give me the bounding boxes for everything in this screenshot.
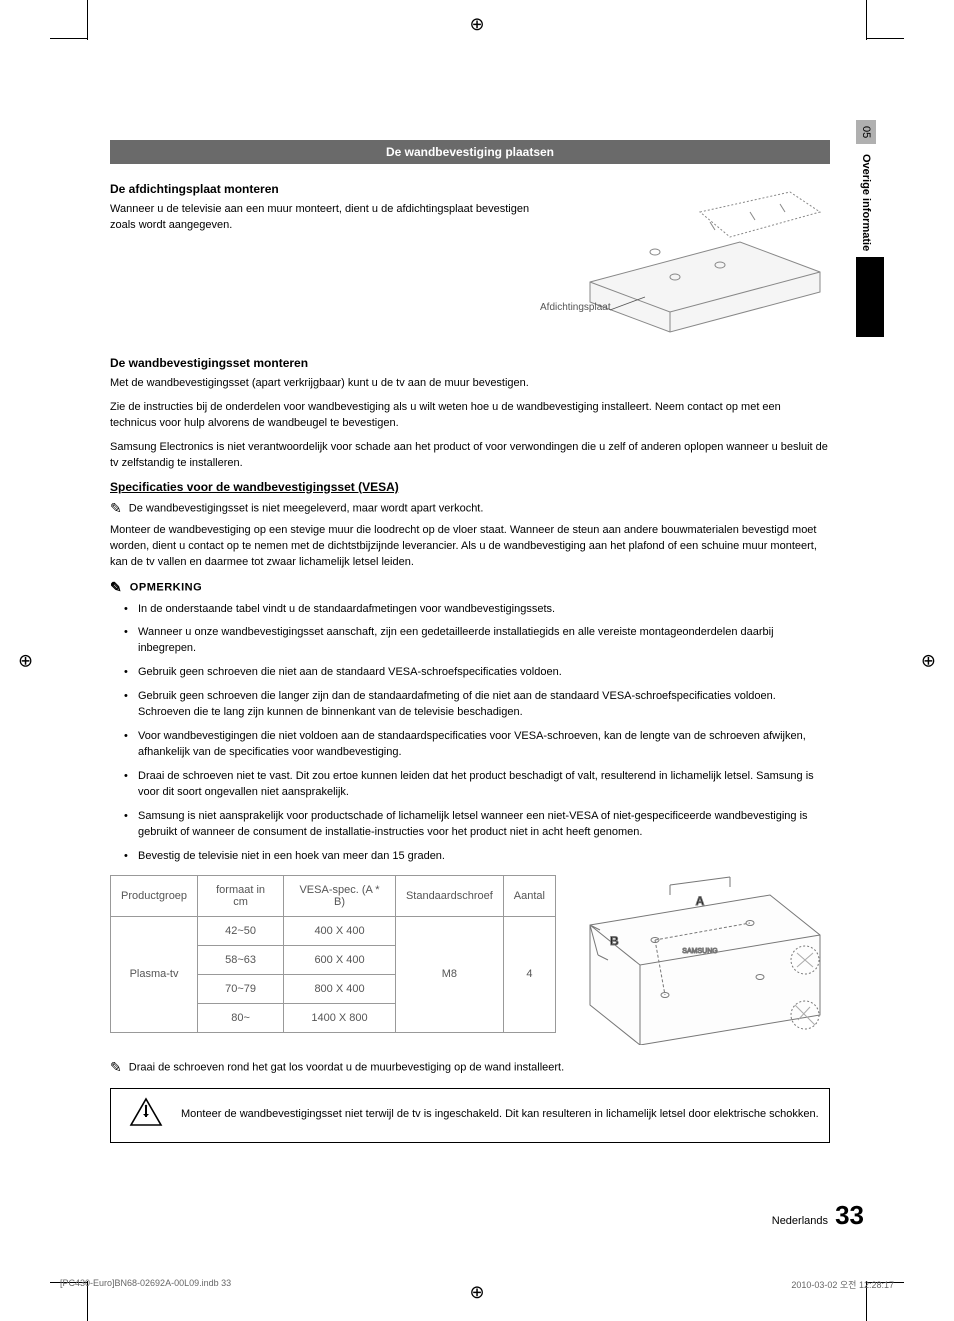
list-item: Draai de schroeven niet te vast. Dit zou… bbox=[138, 769, 830, 801]
chapter-number: 05 bbox=[856, 120, 876, 144]
table-header: Productgroep bbox=[111, 875, 198, 916]
footer-meta: [PC430-Euro]BN68-02692A-00L09.indb 33 20… bbox=[60, 1278, 894, 1291]
body-text: Wanneer u de televisie aan een muur mont… bbox=[110, 202, 540, 234]
footer-timestamp: 2010-03-02 오전 12:28:17 bbox=[791, 1278, 894, 1291]
warning-icon bbox=[111, 1089, 181, 1142]
vesa-table: Productgroep formaat in cm VESA-spec. (A… bbox=[110, 875, 556, 1033]
registration-mark-icon: ⊕ bbox=[921, 650, 936, 671]
body-text: Monteer de wandbevestiging op een stevig… bbox=[110, 523, 830, 571]
page-num: 33 bbox=[835, 1200, 864, 1230]
opmerking-label: ✎ OPMERKING bbox=[110, 579, 830, 596]
body-text: Zie de instructies bij de onderdelen voo… bbox=[110, 400, 830, 432]
list-item: Wanneer u onze wandbevestigingsset aansc… bbox=[138, 625, 830, 657]
table-cell: 400 X 400 bbox=[284, 916, 396, 945]
footer-note-text: Draai de schroeven rond het gat los voor… bbox=[129, 1061, 564, 1073]
table-cell: 800 X 400 bbox=[284, 974, 396, 1003]
table-cell: Plasma-tv bbox=[111, 916, 198, 1032]
vesa-tv-diagram: A B SAMSUNG bbox=[570, 875, 830, 1045]
table-row: Plasma-tv 42~50 400 X 400 M8 4 bbox=[111, 916, 556, 945]
registration-mark-icon: ⊕ bbox=[18, 650, 33, 671]
crop-mark bbox=[866, 0, 867, 40]
table-cell: 70~79 bbox=[198, 974, 284, 1003]
subheading-blanking-plate: De afdichtingsplaat monteren bbox=[110, 182, 540, 196]
body-text: Met de wandbevestigingsset (apart verkri… bbox=[110, 376, 830, 392]
subheading-vesa-specs: Specificaties voor de wandbevestigingsse… bbox=[110, 480, 830, 494]
table-cell: 600 X 400 bbox=[284, 945, 396, 974]
subheading-mount-kit: De wandbevestigingsset monteren bbox=[110, 356, 830, 370]
vesa-row: Productgroep formaat in cm VESA-spec. (A… bbox=[110, 875, 830, 1045]
intro-block: De afdichtingsplaat monteren Wanneer u d… bbox=[110, 182, 830, 342]
chapter-tab-marker bbox=[856, 257, 884, 337]
crop-mark bbox=[866, 38, 904, 39]
note-line: ✎ De wandbevestigingsset is niet meegele… bbox=[110, 500, 830, 517]
chapter-title: Overige informatie bbox=[856, 144, 876, 257]
blanking-plate-diagram: Afdichtingsplaat bbox=[560, 182, 840, 342]
list-item: Samsung is niet aansprakelijk voor produ… bbox=[138, 809, 830, 841]
list-item: Gebruik geen schroeven die niet aan de s… bbox=[138, 665, 830, 681]
table-header: Aantal bbox=[503, 875, 555, 916]
table-cell: 58~63 bbox=[198, 945, 284, 974]
page-body: De wandbevestiging plaatsen De afdichtin… bbox=[110, 140, 830, 1143]
svg-text:SAMSUNG: SAMSUNG bbox=[682, 948, 717, 955]
diagram-label-blanking-plate: Afdichtingsplaat bbox=[540, 302, 611, 313]
note-text: De wandbevestigingsset is niet meegeleve… bbox=[129, 502, 484, 514]
table-cell: 42~50 bbox=[198, 916, 284, 945]
body-text: Samsung Electronics is niet verantwoorde… bbox=[110, 440, 830, 472]
table-cell: 80~ bbox=[198, 1003, 284, 1032]
table-header: VESA-spec. (A * B) bbox=[284, 875, 396, 916]
table-header: Standaardschroef bbox=[395, 875, 503, 916]
footer-file: [PC430-Euro]BN68-02692A-00L09.indb 33 bbox=[60, 1278, 231, 1291]
crop-mark bbox=[50, 38, 88, 39]
page-number: Nederlands 33 bbox=[772, 1200, 864, 1231]
svg-text:B: B bbox=[610, 934, 619, 948]
chapter-tab: 05 Overige informatie bbox=[856, 120, 884, 340]
warning-box: Monteer de wandbevestigingsset niet terw… bbox=[110, 1088, 830, 1143]
registration-mark-icon: ⊕ bbox=[469, 14, 484, 35]
list-item: In de onderstaande tabel vindt u de stan… bbox=[138, 602, 830, 618]
table-row: Productgroep formaat in cm VESA-spec. (A… bbox=[111, 875, 556, 916]
note-icon: ✎ bbox=[110, 500, 122, 517]
opmerking-text: OPMERKING bbox=[130, 581, 202, 593]
list-item: Bevestig de televisie niet in een hoek v… bbox=[138, 849, 830, 865]
footer-note: ✎ Draai de schroeven rond het gat los vo… bbox=[110, 1059, 830, 1076]
section-header: De wandbevestiging plaatsen bbox=[110, 140, 830, 164]
note-icon: ✎ bbox=[110, 579, 122, 596]
warning-text: Monteer de wandbevestigingsset niet terw… bbox=[181, 1099, 829, 1130]
list-item: Voor wandbevestigingen die niet voldoen … bbox=[138, 729, 830, 761]
crop-mark bbox=[87, 0, 88, 40]
table-cell: 1400 X 800 bbox=[284, 1003, 396, 1032]
table-cell: M8 bbox=[395, 916, 503, 1032]
table-cell: 4 bbox=[503, 916, 555, 1032]
note-icon: ✎ bbox=[110, 1059, 122, 1076]
svg-text:A: A bbox=[696, 894, 705, 908]
bullet-list: In de onderstaande tabel vindt u de stan… bbox=[110, 602, 830, 865]
list-item: Gebruik geen schroeven die langer zijn d… bbox=[138, 689, 830, 721]
table-header: formaat in cm bbox=[198, 875, 284, 916]
page-lang: Nederlands bbox=[772, 1215, 828, 1227]
